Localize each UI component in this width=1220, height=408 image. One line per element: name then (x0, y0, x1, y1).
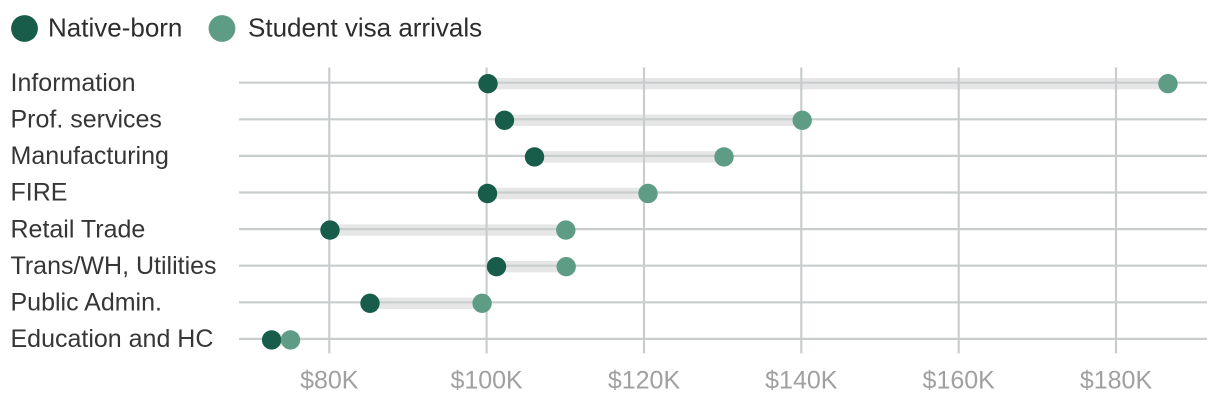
svg-text:Student visa arrivals: Student visa arrivals (248, 13, 482, 43)
svg-text:Trans/WH, Utilities: Trans/WH, Utilities (11, 252, 217, 280)
svg-text:Manufacturing: Manufacturing (11, 142, 169, 170)
svg-text:$100K: $100K (450, 367, 523, 395)
svg-text:Prof. services: Prof. services (11, 106, 162, 134)
svg-text:Information: Information (11, 69, 136, 97)
svg-text:Education and HC: Education and HC (11, 325, 214, 353)
svg-text:FIRE: FIRE (11, 179, 68, 207)
svg-text:$140K: $140K (765, 367, 838, 395)
svg-text:Native-born: Native-born (48, 13, 182, 43)
svg-text:Retail Trade: Retail Trade (11, 215, 146, 243)
svg-text:$120K: $120K (608, 367, 681, 395)
svg-text:$80K: $80K (300, 367, 359, 395)
svg-text:Public Admin.: Public Admin. (11, 289, 162, 317)
svg-text:$180K: $180K (1080, 367, 1153, 395)
svg-text:$160K: $160K (923, 367, 996, 395)
